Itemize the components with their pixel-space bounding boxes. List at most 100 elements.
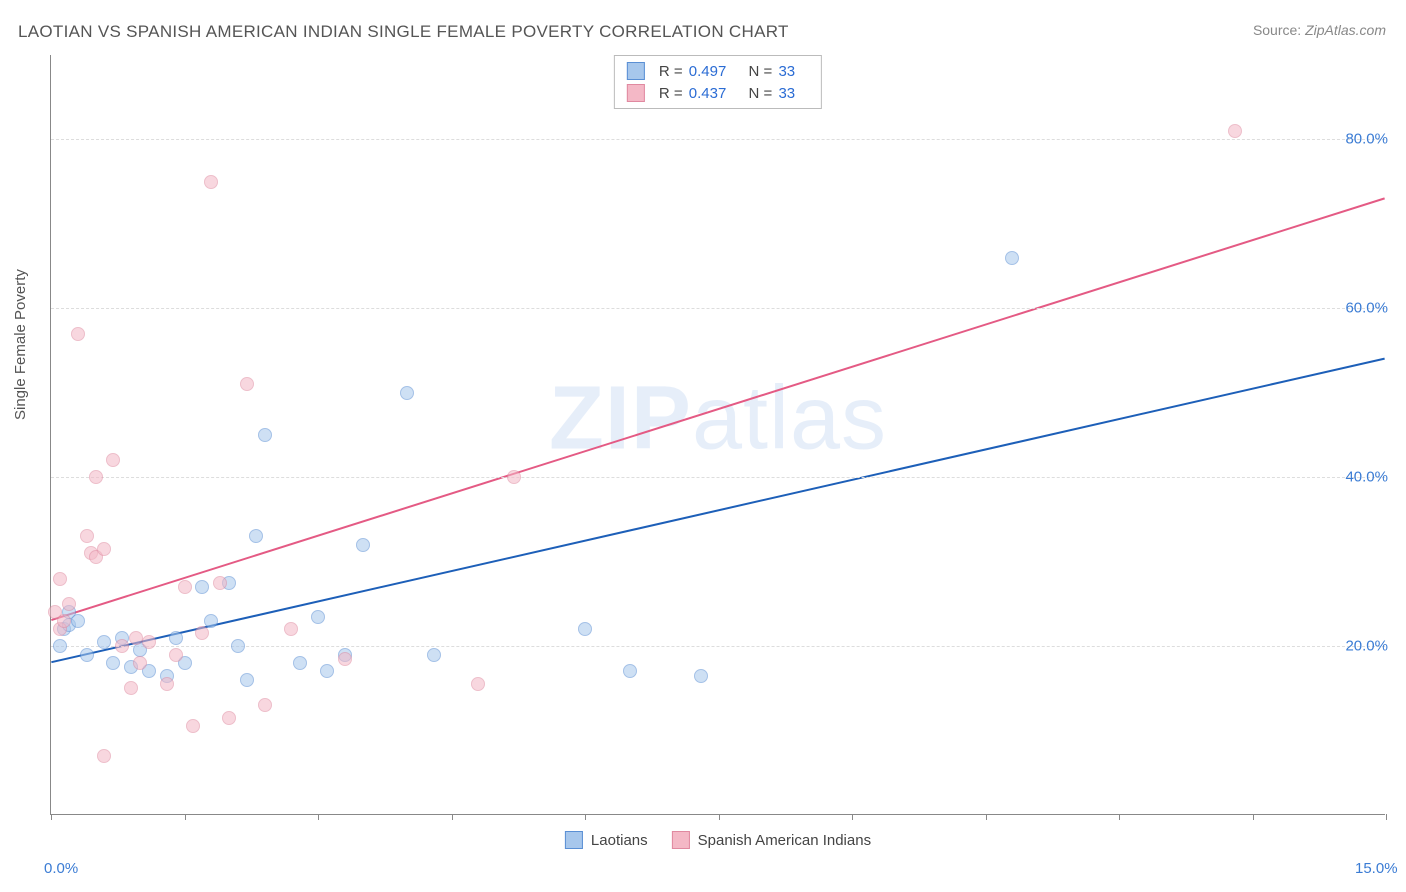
- gridline-h: [51, 646, 1385, 647]
- scatter-point: [160, 677, 174, 691]
- x-tick: [1119, 814, 1120, 820]
- x-tick: [318, 814, 319, 820]
- scatter-point: [53, 639, 67, 653]
- scatter-point: [507, 470, 521, 484]
- stat-r-label-2: R =: [659, 85, 683, 102]
- scatter-point: [578, 622, 592, 636]
- scatter-point: [186, 719, 200, 733]
- watermark-atlas: atlas: [692, 369, 887, 469]
- scatter-point: [213, 576, 227, 590]
- legend-bottom-label-2: Spanish American Indians: [698, 832, 871, 849]
- gridline-h: [51, 139, 1385, 140]
- source-label: Source: ZipAtlas.com: [1253, 22, 1386, 38]
- stat-r-value-1: 0.497: [689, 63, 727, 80]
- scatter-point: [400, 386, 414, 400]
- source-prefix: Source:: [1253, 22, 1305, 38]
- x-tick: [585, 814, 586, 820]
- x-tick: [51, 814, 52, 820]
- scatter-point: [169, 631, 183, 645]
- x-tick: [986, 814, 987, 820]
- scatter-point: [1228, 124, 1242, 138]
- scatter-point: [97, 635, 111, 649]
- scatter-point: [231, 639, 245, 653]
- scatter-point: [71, 327, 85, 341]
- scatter-point: [57, 614, 71, 628]
- x-tick-label: 15.0%: [1355, 860, 1398, 877]
- y-axis-label: Single Female Poverty: [12, 269, 29, 420]
- scatter-point: [222, 711, 236, 725]
- scatter-point: [471, 677, 485, 691]
- x-tick: [452, 814, 453, 820]
- scatter-point: [240, 673, 254, 687]
- y-tick-label: 60.0%: [1345, 300, 1388, 317]
- x-tick: [1386, 814, 1387, 820]
- scatter-point: [89, 470, 103, 484]
- scatter-point: [142, 635, 156, 649]
- x-tick: [1253, 814, 1254, 820]
- scatter-point: [258, 698, 272, 712]
- scatter-point: [240, 377, 254, 391]
- legend-bottom-item-1: Laotians: [565, 831, 648, 849]
- scatter-point: [623, 664, 637, 678]
- scatter-point: [115, 639, 129, 653]
- scatter-point: [53, 572, 67, 586]
- scatter-point: [178, 580, 192, 594]
- stat-n-label-2: N =: [749, 85, 773, 102]
- stat-n-label-1: N =: [749, 63, 773, 80]
- chart-container: LAOTIAN VS SPANISH AMERICAN INDIAN SINGL…: [0, 0, 1406, 892]
- scatter-point: [80, 648, 94, 662]
- y-tick-label: 20.0%: [1345, 638, 1388, 655]
- scatter-point: [106, 656, 120, 670]
- scatter-point: [311, 610, 325, 624]
- trend-line: [51, 359, 1384, 663]
- scatter-point: [195, 626, 209, 640]
- y-tick-label: 80.0%: [1345, 131, 1388, 148]
- legend-bottom-swatch-blue: [565, 831, 583, 849]
- scatter-point: [293, 656, 307, 670]
- scatter-point: [356, 538, 370, 552]
- stat-n-value-1: 33: [778, 63, 795, 80]
- scatter-point: [204, 614, 218, 628]
- gridline-h: [51, 308, 1385, 309]
- legend-bottom-label-1: Laotians: [591, 832, 648, 849]
- trend-lines: [51, 55, 1385, 814]
- chart-title: LAOTIAN VS SPANISH AMERICAN INDIAN SINGL…: [18, 22, 789, 42]
- legend-swatch-pink: [627, 84, 645, 102]
- scatter-point: [195, 580, 209, 594]
- watermark: ZIPatlas: [549, 368, 887, 471]
- scatter-point: [258, 428, 272, 442]
- scatter-point: [129, 631, 143, 645]
- scatter-point: [124, 681, 138, 695]
- x-tick-label: 0.0%: [44, 860, 78, 877]
- x-tick: [852, 814, 853, 820]
- scatter-point: [1005, 251, 1019, 265]
- y-tick-label: 40.0%: [1345, 469, 1388, 486]
- stat-r-label-1: R =: [659, 63, 683, 80]
- legend-bottom: Laotians Spanish American Indians: [565, 831, 871, 849]
- stat-n-value-2: 33: [778, 85, 795, 102]
- scatter-point: [204, 175, 218, 189]
- scatter-point: [320, 664, 334, 678]
- scatter-point: [106, 453, 120, 467]
- source-name: ZipAtlas.com: [1305, 22, 1386, 38]
- scatter-point: [133, 656, 147, 670]
- scatter-point: [694, 669, 708, 683]
- legend-swatch-blue: [627, 62, 645, 80]
- scatter-point: [97, 749, 111, 763]
- x-tick: [185, 814, 186, 820]
- trend-line: [51, 198, 1384, 620]
- scatter-point: [338, 652, 352, 666]
- scatter-point: [284, 622, 298, 636]
- legend-bottom-swatch-pink: [672, 831, 690, 849]
- scatter-point: [71, 614, 85, 628]
- scatter-point: [62, 597, 76, 611]
- plot-area: ZIPatlas R = 0.497 N = 33 R = 0.437 N = …: [50, 55, 1385, 815]
- gridline-h: [51, 477, 1385, 478]
- legend-stats-box: R = 0.497 N = 33 R = 0.437 N = 33: [614, 55, 822, 109]
- watermark-zip: ZIP: [549, 369, 692, 469]
- legend-stats-row-2: R = 0.437 N = 33: [627, 82, 809, 104]
- stat-r-value-2: 0.437: [689, 85, 727, 102]
- scatter-point: [80, 529, 94, 543]
- scatter-point: [97, 542, 111, 556]
- legend-stats-row-1: R = 0.497 N = 33: [627, 60, 809, 82]
